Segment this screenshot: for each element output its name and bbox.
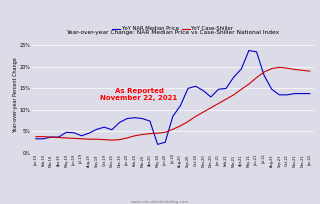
YoY Case-Shiller xyxy=(262,71,266,73)
YoY Case-Shiller xyxy=(72,137,76,140)
YoY Case-Shiller xyxy=(239,88,243,91)
Y-axis label: Year-over-year Percent Change: Year-over-year Percent Change xyxy=(13,57,18,133)
YoY Case-Shiller xyxy=(194,115,197,118)
YoY NAR Median Price xyxy=(277,94,281,96)
YoY NAR Median Price xyxy=(179,104,182,107)
YoY Case-Shiller xyxy=(209,106,213,109)
YoY NAR Median Price xyxy=(262,74,266,77)
YoY NAR Median Price xyxy=(125,117,129,120)
YoY NAR Median Price xyxy=(148,120,152,122)
YoY NAR Median Price xyxy=(118,121,122,124)
YoY Case-Shiller xyxy=(186,120,190,123)
YoY NAR Median Price xyxy=(64,131,68,134)
YoY NAR Median Price xyxy=(95,128,99,131)
YoY NAR Median Price xyxy=(163,141,167,143)
Text: www.calculatedriskblog.com: www.calculatedriskblog.com xyxy=(131,200,189,204)
YoY Case-Shiller xyxy=(300,69,304,72)
YoY NAR Median Price xyxy=(102,126,106,128)
YoY NAR Median Price xyxy=(285,94,289,96)
YoY Case-Shiller xyxy=(118,139,122,141)
Title: Year-over-year Change: NAR Median Price vs Case-Shiller National Index: Year-over-year Change: NAR Median Price … xyxy=(66,30,279,35)
YoY Case-Shiller xyxy=(34,135,38,138)
YoY Case-Shiller xyxy=(270,67,274,70)
YoY Case-Shiller xyxy=(224,98,228,100)
YoY NAR Median Price xyxy=(239,68,243,70)
YoY Case-Shiller xyxy=(247,83,251,85)
YoY NAR Median Price xyxy=(110,129,114,131)
YoY Case-Shiller xyxy=(171,128,175,131)
YoY NAR Median Price xyxy=(308,92,312,95)
YoY NAR Median Price xyxy=(140,117,144,120)
YoY NAR Median Price xyxy=(133,116,137,119)
YoY Case-Shiller xyxy=(87,138,91,140)
YoY NAR Median Price xyxy=(247,49,251,52)
YoY Case-Shiller xyxy=(140,133,144,136)
YoY NAR Median Price xyxy=(201,89,205,92)
YoY NAR Median Price xyxy=(42,137,45,140)
YoY Case-Shiller xyxy=(110,139,114,141)
YoY NAR Median Price xyxy=(255,51,259,53)
YoY NAR Median Price xyxy=(171,115,175,118)
YoY Case-Shiller xyxy=(308,70,312,72)
YoY NAR Median Price xyxy=(224,87,228,90)
YoY Case-Shiller xyxy=(255,76,259,79)
YoY NAR Median Price xyxy=(217,88,220,91)
YoY Case-Shiller xyxy=(293,68,297,71)
YoY NAR Median Price xyxy=(34,137,38,140)
Legend: YoY NAR Median Price, YoY Case-Shiller: YoY NAR Median Price, YoY Case-Shiller xyxy=(110,24,235,33)
Text: As Reported
November 22, 2021: As Reported November 22, 2021 xyxy=(100,88,178,101)
YoY Case-Shiller xyxy=(64,137,68,139)
YoY Case-Shiller xyxy=(42,135,45,138)
YoY Case-Shiller xyxy=(217,102,220,105)
YoY NAR Median Price xyxy=(186,87,190,90)
YoY Case-Shiller xyxy=(285,67,289,69)
YoY Case-Shiller xyxy=(133,135,137,137)
YoY NAR Median Price xyxy=(270,88,274,91)
YoY NAR Median Price xyxy=(57,136,60,138)
Line: YoY NAR Median Price: YoY NAR Median Price xyxy=(36,51,310,144)
YoY NAR Median Price xyxy=(87,132,91,134)
YoY NAR Median Price xyxy=(49,136,53,138)
YoY NAR Median Price xyxy=(300,92,304,95)
YoY NAR Median Price xyxy=(156,143,159,146)
YoY Case-Shiller xyxy=(57,136,60,139)
YoY Case-Shiller xyxy=(163,131,167,134)
YoY Case-Shiller xyxy=(102,139,106,141)
YoY Case-Shiller xyxy=(232,94,236,96)
YoY NAR Median Price xyxy=(209,96,213,98)
YoY Case-Shiller xyxy=(80,137,84,140)
YoY Case-Shiller xyxy=(277,66,281,69)
YoY Case-Shiller xyxy=(156,132,159,134)
YoY Case-Shiller xyxy=(148,132,152,135)
YoY Case-Shiller xyxy=(125,137,129,139)
YoY NAR Median Price xyxy=(232,76,236,78)
YoY Case-Shiller xyxy=(49,136,53,138)
YoY Case-Shiller xyxy=(179,125,182,127)
YoY Case-Shiller xyxy=(201,111,205,113)
Line: YoY Case-Shiller: YoY Case-Shiller xyxy=(36,67,310,140)
YoY NAR Median Price xyxy=(293,92,297,95)
YoY NAR Median Price xyxy=(194,85,197,88)
YoY NAR Median Price xyxy=(80,135,84,137)
YoY Case-Shiller xyxy=(95,138,99,140)
YoY NAR Median Price xyxy=(72,132,76,134)
